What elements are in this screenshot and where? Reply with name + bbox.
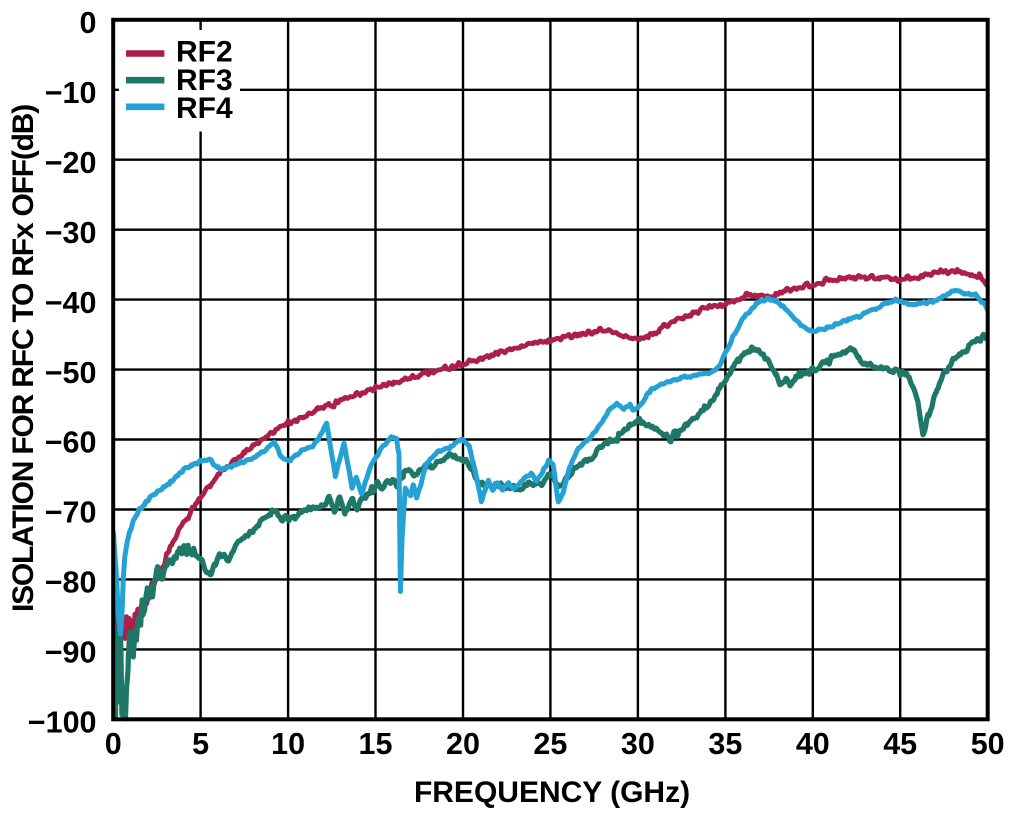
svg-text:35: 35	[708, 727, 742, 761]
svg-text:RF2: RF2	[176, 36, 233, 69]
svg-text:−30: −30	[45, 216, 97, 250]
svg-text:50: 50	[971, 727, 1005, 761]
svg-text:FREQUENCY (GHz): FREQUENCY (GHz)	[414, 776, 690, 809]
svg-text:10: 10	[271, 727, 305, 761]
svg-text:0: 0	[80, 6, 97, 40]
svg-text:5: 5	[192, 727, 209, 761]
svg-text:15: 15	[359, 727, 393, 761]
svg-text:25: 25	[533, 727, 567, 761]
svg-text:−50: −50	[45, 356, 97, 390]
svg-text:45: 45	[883, 727, 917, 761]
svg-text:40: 40	[796, 727, 830, 761]
svg-text:−10: −10	[45, 76, 97, 110]
svg-text:−20: −20	[45, 146, 97, 180]
svg-text:RF4: RF4	[176, 92, 233, 125]
svg-text:−70: −70	[45, 496, 97, 530]
svg-text:−100: −100	[28, 706, 97, 740]
svg-text:30: 30	[621, 727, 655, 761]
svg-text:−80: −80	[45, 566, 97, 600]
svg-text:RF3: RF3	[176, 64, 233, 97]
svg-text:−40: −40	[45, 286, 97, 320]
svg-text:−90: −90	[45, 636, 97, 670]
svg-text:−60: −60	[45, 426, 97, 460]
svg-text:ISOLATION FOR RFC TO RFx OFF(d: ISOLATION FOR RFC TO RFx OFF(dB)	[7, 105, 40, 612]
svg-text:20: 20	[446, 727, 480, 761]
svg-text:0: 0	[105, 727, 122, 761]
